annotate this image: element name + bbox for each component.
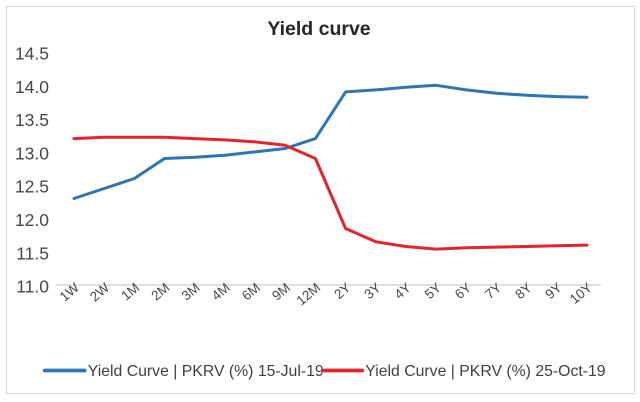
svg-text:Yield curve: Yield curve (267, 18, 370, 40)
svg-text:2Y: 2Y (331, 280, 353, 302)
svg-text:9M: 9M (269, 280, 293, 304)
svg-text:Yield Curve | PKRV (%) 25-Oct-: Yield Curve | PKRV (%) 25-Oct-19 (365, 363, 605, 380)
svg-text:1M: 1M (118, 280, 142, 304)
svg-text:3Y: 3Y (361, 280, 383, 302)
svg-text:9Y: 9Y (542, 280, 564, 302)
svg-text:12.0: 12.0 (15, 210, 49, 230)
svg-text:8Y: 8Y (512, 280, 534, 302)
svg-text:6M: 6M (239, 280, 263, 304)
svg-text:13.5: 13.5 (15, 110, 49, 130)
svg-text:13.0: 13.0 (15, 143, 49, 163)
svg-text:2W: 2W (87, 280, 112, 305)
svg-text:Yield Curve | PKRV (%) 15-Jul-: Yield Curve | PKRV (%) 15-Jul-19 (88, 363, 324, 380)
svg-text:12.5: 12.5 (15, 177, 49, 197)
svg-text:11.0: 11.0 (16, 277, 49, 297)
svg-text:14.0: 14.0 (15, 77, 49, 97)
svg-text:3M: 3M (179, 280, 203, 304)
svg-text:1W: 1W (57, 280, 82, 305)
svg-text:5Y: 5Y (422, 280, 444, 302)
svg-text:7Y: 7Y (482, 280, 504, 302)
svg-text:11.5: 11.5 (16, 243, 49, 263)
svg-text:6Y: 6Y (452, 280, 474, 302)
svg-text:2M: 2M (148, 280, 172, 304)
svg-text:12M: 12M (294, 280, 324, 308)
svg-text:14.5: 14.5 (15, 44, 49, 64)
svg-text:4Y: 4Y (392, 280, 414, 302)
svg-text:10Y: 10Y (567, 280, 595, 307)
svg-text:4M: 4M (209, 280, 233, 304)
